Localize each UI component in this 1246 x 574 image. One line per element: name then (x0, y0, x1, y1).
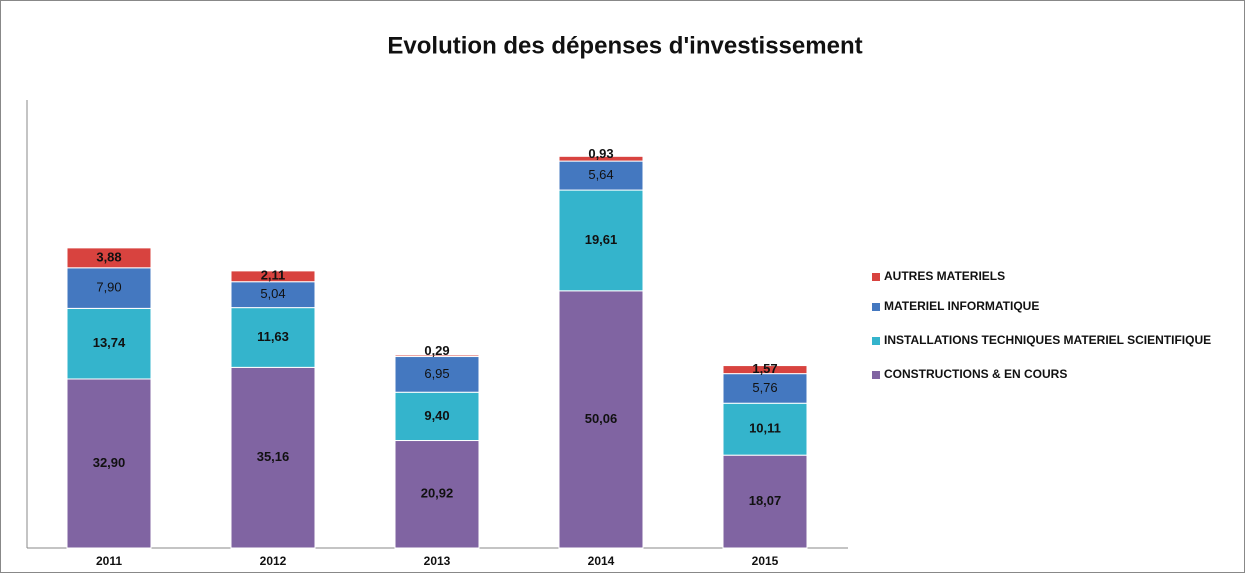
legend-label: MATERIEL INFORMATIQUE (884, 299, 1039, 313)
data-label: 11,63 (257, 329, 289, 344)
data-label: 0,29 (424, 343, 449, 358)
legend-swatch (872, 273, 880, 281)
data-label: 10,11 (749, 421, 781, 436)
data-label: 2,11 (261, 268, 286, 283)
data-label: 0,93 (588, 146, 613, 161)
data-label: 35,16 (257, 449, 290, 464)
data-label: 13,74 (93, 335, 126, 350)
legend-swatch (872, 337, 880, 345)
x-tick-label: 2012 (260, 554, 287, 568)
data-label: 5,76 (752, 380, 777, 395)
legend-label: AUTRES MATERIELS (884, 269, 1005, 283)
bar-segment (66, 307, 152, 380)
data-label: 19,61 (585, 232, 618, 247)
legend-swatch (872, 303, 880, 311)
bar-segment (394, 354, 480, 358)
bar-segment (558, 189, 644, 292)
data-label: 6,95 (424, 366, 449, 381)
bar-segment (394, 391, 480, 442)
x-tick-label: 2014 (588, 554, 615, 568)
data-label: 5,04 (260, 286, 285, 301)
bar-segment (66, 267, 152, 309)
data-label: 50,06 (585, 411, 618, 426)
data-label: 18,07 (749, 493, 782, 508)
bar-segment (558, 290, 644, 549)
bar-segment (66, 247, 152, 269)
bar-segment (558, 155, 644, 162)
data-label: 1,57 (752, 361, 777, 376)
data-label: 9,40 (424, 408, 449, 423)
bar-segment (230, 270, 316, 283)
data-label: 32,90 (93, 455, 126, 470)
legend-label: CONSTRUCTIONS & EN COURS (884, 367, 1067, 381)
bar-segment (394, 440, 480, 549)
chart-title: Evolution des dépenses d'investissement (387, 32, 862, 59)
x-tick-label: 2013 (424, 554, 451, 568)
data-label: 3,88 (96, 249, 121, 264)
x-tick-label: 2015 (752, 554, 779, 568)
data-label: 5,64 (588, 167, 613, 182)
x-tick-label: 2011 (96, 554, 122, 568)
legend-swatch (872, 371, 880, 379)
data-label: 7,90 (96, 280, 121, 295)
bar-segment (722, 373, 808, 404)
bar-segment (722, 365, 808, 375)
data-label: 20,92 (421, 486, 454, 501)
legend-label: INSTALLATIONS TECHNIQUES MATERIEL SCIENT… (884, 333, 1211, 347)
